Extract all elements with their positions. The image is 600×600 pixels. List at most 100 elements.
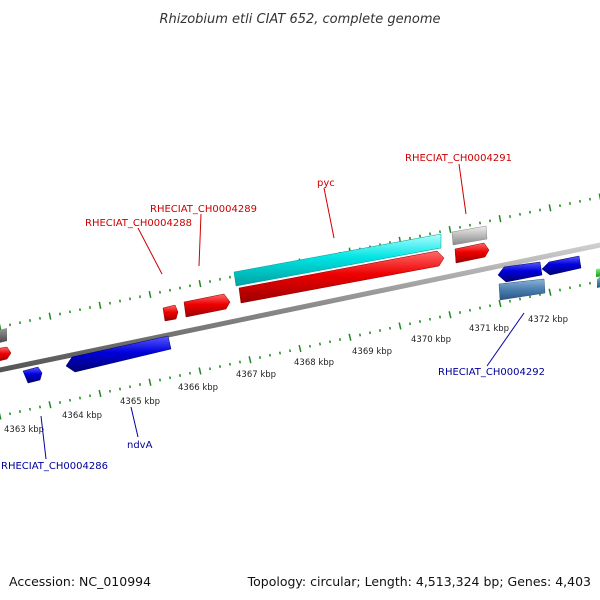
scale-tick <box>488 304 492 308</box>
scale-labels: 4363 kbp 4364 kbp 4365 kbp 4366 kbp 4367… <box>4 315 568 435</box>
scale-tick <box>168 376 172 380</box>
gene-label[interactable]: pyc <box>317 178 335 189</box>
gene-block[interactable] <box>0 328 7 344</box>
scale-tick <box>0 412 2 420</box>
scale-tick <box>348 333 352 341</box>
gene-arrow[interactable] <box>238 250 445 304</box>
gene-arrow[interactable] <box>183 293 231 318</box>
gene-arrow[interactable] <box>162 304 179 322</box>
scale-tick <box>538 208 542 212</box>
gene-arrow[interactable] <box>0 346 12 362</box>
scale-tick <box>8 412 12 416</box>
scale-tick <box>478 306 482 310</box>
scale-tick <box>158 378 162 382</box>
scale-tick <box>0 323 2 331</box>
scale-tick <box>108 301 112 305</box>
scale-tick <box>418 320 422 323</box>
scale-tick <box>148 290 152 299</box>
scale-label: 4372 kbp <box>528 315 568 325</box>
gene-arrow[interactable] <box>65 335 172 373</box>
scale-tick <box>548 288 552 296</box>
scale-tick <box>88 306 92 309</box>
forward-genes[interactable] <box>0 225 490 362</box>
scale-tick <box>8 323 12 327</box>
scale-tick <box>98 389 102 398</box>
leader-line <box>137 227 163 275</box>
scale-tick <box>528 295 532 299</box>
scale-tick <box>558 204 562 208</box>
scale-tick <box>228 362 232 366</box>
scale-tick <box>588 281 592 285</box>
scale-tick <box>528 210 532 214</box>
scale-tick <box>358 333 362 337</box>
scale-tick <box>498 215 502 223</box>
scale-tick <box>568 286 572 290</box>
scale-tick <box>218 365 222 368</box>
gene-label[interactable]: RHECIAT_CH0004291 <box>405 153 512 164</box>
scale-tick <box>508 299 512 303</box>
scale-tick <box>308 344 312 348</box>
pyc-feature[interactable] <box>233 233 442 287</box>
feature-block[interactable] <box>596 268 600 277</box>
scale-tick <box>58 312 62 316</box>
scale-tick <box>548 204 552 212</box>
scale-tick <box>568 202 572 205</box>
scale-tick <box>578 284 582 287</box>
scale-tick <box>88 394 92 398</box>
scale-tick <box>478 221 482 225</box>
gene-label[interactable]: ndvA <box>127 440 153 451</box>
scale-tick <box>558 288 562 292</box>
reverse-feature[interactable] <box>498 278 546 301</box>
scale-tick <box>508 215 512 218</box>
scale-tick <box>448 311 452 319</box>
reverse-tick-track <box>0 277 600 420</box>
feature-block[interactable] <box>451 225 488 246</box>
scale-tick <box>408 236 412 240</box>
scale-tick <box>38 316 42 320</box>
gene-label[interactable]: RHECIAT_CH0004288 <box>85 218 192 229</box>
scale-tick <box>258 356 262 359</box>
scale-tick <box>168 288 172 292</box>
scale-tick <box>128 385 132 389</box>
scale-tick <box>138 383 142 386</box>
scale-tick <box>18 410 22 413</box>
leader-line <box>458 163 467 215</box>
accession-label: Accession: NC_010994 <box>9 574 151 589</box>
gene-arrow[interactable] <box>22 366 43 384</box>
scale-tick <box>288 349 292 353</box>
scale-tick <box>278 351 282 355</box>
gene-label[interactable]: RHECIAT_CH0004292 <box>438 367 545 378</box>
gene-leaders <box>40 163 525 460</box>
scale-tick <box>48 401 52 409</box>
scale-tick <box>398 322 402 330</box>
reverse-genes[interactable] <box>22 255 600 384</box>
scale-label: 4368 kbp <box>294 358 334 368</box>
scale-tick <box>178 286 182 290</box>
gene-label[interactable]: RHECIAT_CH0004286 <box>1 461 108 472</box>
scale-tick <box>298 344 302 353</box>
scale-tick <box>428 232 432 236</box>
scale-tick <box>158 290 162 294</box>
scale-tick <box>128 297 132 301</box>
scale-tick <box>108 389 112 393</box>
gene-label[interactable]: RHECIAT_CH0004289 <box>150 204 257 215</box>
feature-block[interactable] <box>597 277 600 288</box>
scale-tick <box>48 312 52 320</box>
scale-tick <box>178 374 182 377</box>
leader-line <box>323 187 335 239</box>
leader-line <box>198 213 202 267</box>
scale-tick <box>28 407 32 411</box>
scale-tick <box>338 338 342 341</box>
scale-tick <box>18 321 22 325</box>
scale-tick <box>578 199 582 203</box>
gene-arrow[interactable] <box>541 255 582 276</box>
scale-tick <box>458 225 462 229</box>
scale-tick <box>418 234 422 238</box>
scale-label: 4364 kbp <box>62 411 102 421</box>
scale-tick <box>518 297 522 301</box>
gene-arrow[interactable] <box>454 242 490 264</box>
scale-tick <box>448 225 452 234</box>
gene-arrow[interactable] <box>497 261 543 283</box>
scale-tick <box>188 371 192 375</box>
